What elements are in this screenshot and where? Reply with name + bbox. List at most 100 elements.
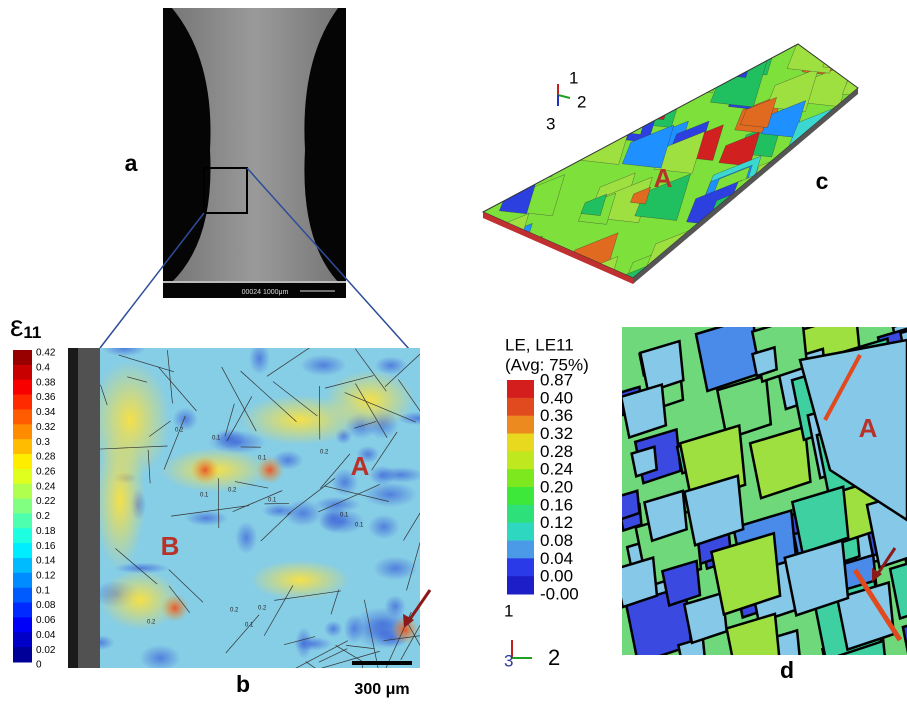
low-strain: [373, 556, 417, 580]
grain: [804, 193, 843, 225]
colorbar-label: 0.08: [540, 531, 573, 550]
grain: [692, 224, 736, 261]
colorbar-band: [13, 380, 32, 395]
colorbar-band: [507, 451, 534, 469]
contour-label: 0.2: [175, 428, 184, 434]
panel-label: a: [125, 150, 138, 176]
colorbar-band: [13, 632, 32, 647]
high-strain: [95, 430, 145, 570]
colorbar-label: 0.32: [36, 422, 56, 433]
grain: [679, 232, 735, 279]
colorbar-band: [507, 576, 534, 594]
low-strain: [300, 355, 346, 376]
panel-label: d: [780, 657, 794, 683]
grain-label: B: [161, 531, 180, 561]
colorbar-band: [13, 513, 32, 528]
low-strain: [103, 341, 146, 357]
colorbar-label: 0.12: [36, 570, 56, 581]
grain: [615, 491, 639, 520]
colorbar-label: 0.16: [540, 495, 573, 514]
grain: [787, 26, 843, 73]
colorbar-label: 0.4: [36, 362, 50, 373]
colorbar-label: 0.22: [36, 496, 56, 507]
grain: [789, 196, 840, 239]
grain: [505, 100, 549, 137]
grain: [533, 108, 580, 147]
grain: [625, 82, 643, 97]
colorbar-label: 0.28: [540, 442, 573, 461]
colorbar-label: 0.40: [540, 388, 573, 407]
colorbar-band: [13, 424, 32, 439]
axis-arrow: [558, 95, 570, 98]
colorbar-band: [507, 523, 534, 541]
colorbar-band: [507, 416, 534, 434]
grain: [734, 243, 760, 264]
colorbar-band: [507, 434, 534, 452]
colorbar-label: 0.34: [36, 407, 56, 418]
axis-label: 2: [548, 645, 560, 670]
grain: [756, 256, 798, 291]
contour-label: 0.1: [340, 513, 349, 519]
low-strain: [314, 497, 360, 513]
grain: [742, 219, 772, 244]
grain: [664, 63, 685, 80]
panel-label: b: [236, 671, 250, 697]
grain: [765, 260, 813, 300]
colorbar-label: 0.06: [36, 615, 56, 626]
colorbar-label: 0.36: [540, 406, 573, 425]
colorbar-band: [13, 499, 32, 514]
panel-label: c: [816, 168, 829, 194]
colorbar-label: 0.1: [36, 585, 50, 596]
grain: [632, 447, 657, 477]
grain: [522, 144, 561, 177]
grain: [823, 23, 881, 71]
legend-title: LE, LE11: [505, 335, 574, 354]
grain: [525, 47, 543, 62]
contour-label: 0.2: [147, 620, 156, 626]
grain: [510, 134, 531, 152]
low-strain: [140, 645, 181, 671]
low-strain: [185, 510, 228, 526]
colorbar-label: 0.14: [36, 556, 56, 567]
grain: [553, 40, 577, 60]
grain: [520, 78, 556, 108]
colorbar-label: 0.08: [36, 600, 56, 611]
grain: [532, 40, 570, 72]
contour-label: 0.1: [200, 493, 209, 499]
grain: [838, 49, 864, 70]
colorbar-label: -0.00: [540, 584, 579, 603]
colorbar-label: 0.3: [36, 437, 50, 448]
colorbar-band: [13, 469, 32, 484]
axis-label: 2: [577, 92, 586, 111]
grain-boundary: [425, 359, 460, 368]
colorbar-label: 0.32: [540, 424, 573, 443]
colorbar-band: [13, 395, 32, 410]
colorbar-label: 0.24: [36, 481, 56, 492]
contour-label: 0.2: [230, 608, 239, 614]
grain: [752, 347, 776, 376]
grain: [520, 83, 553, 111]
colorbar-label: 0.2: [36, 511, 50, 522]
colorbar-band: [13, 365, 32, 380]
low-strain: [363, 482, 417, 507]
scale-label: 300 μm: [354, 681, 409, 698]
colorbar-label: 0.24: [540, 460, 573, 479]
colorbar-band: [507, 505, 534, 523]
axis-label: 3: [504, 651, 513, 670]
grain: [523, 55, 543, 72]
colorbar-band: [13, 617, 32, 632]
low-strain: [249, 342, 270, 374]
colorbar-band: [507, 380, 534, 398]
contour-label: 0.1: [268, 498, 277, 504]
colorbar-band: [13, 573, 32, 588]
grain: [680, 237, 734, 282]
figure: 00024 1000μm a ε11 0.420.40.380.360.340.…: [0, 0, 907, 704]
colorbar-label: 0.42: [36, 348, 56, 359]
grain: [521, 249, 567, 288]
colorbar-label: 0: [36, 660, 42, 671]
colorbar-label: 0.36: [36, 392, 56, 403]
grain: [773, 182, 819, 221]
grain: [696, 263, 727, 289]
colorbar-label: 0.04: [36, 630, 56, 641]
grain: [783, 223, 833, 265]
